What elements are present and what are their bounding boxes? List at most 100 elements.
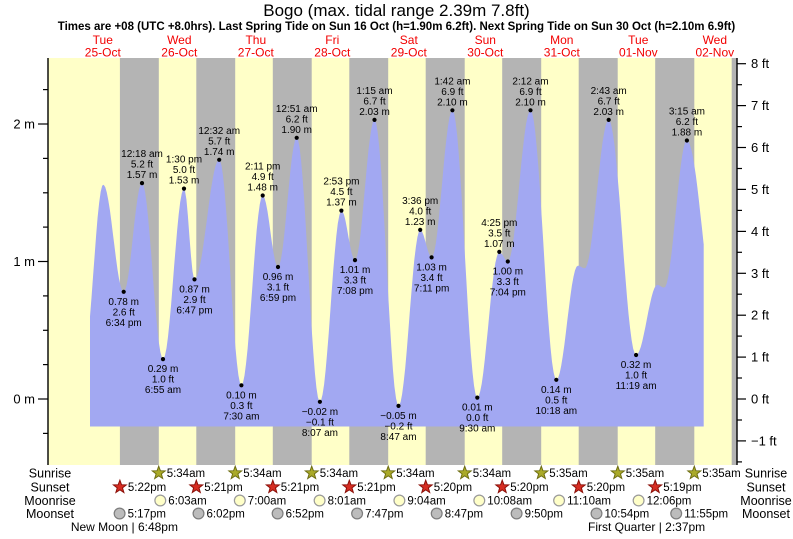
sunrise-star-icon (456, 464, 473, 480)
moonset-time: 5:17pm (128, 509, 166, 521)
tide-annotation-line: −0.1 ft (306, 417, 334, 428)
tide-annotation-line: 0.5 ft (545, 395, 567, 406)
right-axis: 8 ft 7 ft 6 ft 5 ft 4 ft 3 ft 2 ft 1 ft 0 ft −1 f… (736, 56, 777, 465)
tide-extreme-dot (684, 138, 690, 143)
sunrise-time: 5:35am (702, 468, 740, 480)
tide-annotation-line: 6:34 pm (106, 318, 142, 329)
tide-annotation-line: 1.53 m (169, 176, 200, 187)
tide-curve-area (90, 110, 704, 427)
sunset-time: 5:21pm (281, 482, 319, 494)
sunrise-time: 5:34am (396, 468, 434, 480)
day-date-label: 02-Nov (695, 46, 734, 60)
moonrise-time: 8:01am (328, 496, 366, 508)
sunset-time: 5:22pm (128, 482, 166, 494)
tide-annotation-line: 1.07 m (484, 239, 515, 250)
tide-annotation-line: 2:12 am (512, 76, 548, 87)
moonset-circle-icon (351, 507, 364, 520)
tide-annotation-line: 6.9 ft (441, 87, 463, 98)
sunrise-star-icon (380, 464, 397, 480)
day-date-label: 26-Oct (161, 46, 198, 60)
tide-annotation-line: 0.01 m (462, 403, 493, 414)
tide-low-annotation: 0.87 m2.9 ft6:47 pm (176, 277, 213, 316)
tide-annotation-line: 6:59 pm (260, 293, 296, 304)
moonrise-time: 12:06pm (647, 496, 692, 508)
tide-extreme-dot (352, 258, 358, 263)
tide-annotation-line: 2.10 m (515, 97, 546, 108)
tide-annotation-line: 12:18 am (121, 149, 163, 160)
tide-extreme-dot (339, 208, 344, 213)
tide-annotation-line: 0.87 m (179, 284, 210, 295)
tide-annotation-line: 1.88 m (672, 128, 703, 139)
sunrise-star-icon (686, 464, 703, 480)
sunrise-star-icon (227, 464, 244, 480)
tide-high-annotation: 1:15 am6.7 ft2.03 m (356, 86, 393, 122)
tide-low-annotation: 1.03 m3.4 ft7:11 pm (414, 255, 449, 294)
tide-annotation-line: 11:19 am (616, 381, 657, 392)
moonrise-circle-icon (154, 494, 167, 507)
sunrise-event: 5:34am (456, 464, 511, 480)
astro-row-label-right-sunset: Sunset (747, 481, 786, 495)
day-date-label: 31-Oct (544, 46, 581, 60)
tide-annotation-line: 2.03 m (593, 107, 624, 118)
sunrise-star-icon (533, 464, 550, 480)
sunrise-event: 5:35am (533, 464, 588, 480)
sunrise-time: 5:35am (626, 468, 664, 480)
moonrise-time: 7:00am (248, 496, 286, 508)
moonrise-event: 6:03am (154, 494, 207, 508)
tide-extreme-dot (121, 289, 126, 294)
left-axis-label: 1 m (13, 254, 35, 269)
sunset-star-icon (647, 478, 664, 494)
tide-annotation-line: 7:04 pm (490, 288, 526, 299)
right-axis-label: 5 ft (751, 182, 769, 197)
tide-annotation-line: 2:11 pm (245, 162, 280, 173)
tide-annotation-line: 3.3 ft (344, 276, 366, 287)
day-name-label: Mon (550, 33, 573, 47)
tide-annotation-line: 0.78 m (108, 297, 139, 308)
left-axis: 2 m 1 m 0 m (13, 58, 49, 465)
tide-extreme-dot (372, 117, 377, 122)
tide-annotation-line: 0.10 m (226, 390, 257, 401)
tide-extreme-dot (275, 264, 281, 270)
moonset-event: 7:47pm (351, 507, 403, 521)
tide-annotation-line: 1.48 m (247, 183, 278, 194)
tide-annotation-line: 1.37 m (326, 198, 357, 209)
tide-annotation-line: 4:25 pm (481, 218, 517, 229)
tide-annotation-line: 1.74 m (204, 147, 235, 158)
spring-tide-subtitle: Times are +08 (UTC +8.0hrs). Last Spring… (57, 21, 736, 33)
day-name-label: Thu (245, 33, 266, 47)
sunset-time: 5:21pm (204, 482, 242, 494)
tide-annotation-line: 0.29 m (148, 364, 179, 375)
sunset-time: 5:20pm (434, 482, 472, 494)
right-axis-label: −1 ft (751, 433, 777, 448)
moonrise-circle-icon (553, 494, 566, 507)
sunrise-time: 5:34am (243, 468, 281, 480)
tide-high-annotation: 2:11 pm4.9 ft1.48 m (245, 162, 280, 198)
astro-row-label-left-moonset: Moonset (26, 507, 74, 521)
moonrise-time: 9:04am (407, 496, 445, 508)
day-name-label: Sat (400, 33, 419, 47)
moonset-event: 11:55pm (670, 507, 728, 521)
moonset-event: 6:52pm (271, 507, 324, 521)
tide-low-annotation: −0.05 m−0.2 ft8:47 am (380, 403, 417, 443)
tide-annotation-line: 2.6 ft (113, 307, 135, 318)
tide-annotation-line: 2.9 ft (183, 295, 205, 306)
tide-annotation-line: 4.5 ft (330, 187, 352, 198)
sunset-star-icon (570, 478, 587, 494)
tide-annotation-line: 0.0 ft (466, 413, 488, 424)
sunrise-event: 5:34am (303, 464, 358, 480)
tide-annotation-line: 2.10 m (437, 97, 468, 108)
sunset-time: 5:19pm (663, 482, 701, 494)
tide-annotation-line: 4.0 ft (409, 206, 431, 217)
moonset-event: 6:02pm (192, 507, 245, 521)
tide-annotation-line: 3:36 pm (402, 196, 438, 207)
tide-low-annotation: 0.10 m0.3 ft7:30 am (223, 383, 259, 422)
tide-annotation-line: −0.02 m (302, 407, 338, 418)
moonset-circle-icon (510, 507, 523, 520)
tide-annotation-line: 1.23 m (405, 217, 436, 228)
moonrise-time: 6:03am (168, 496, 206, 508)
sunrise-event: 5:35am (686, 464, 741, 480)
day-name-label: Fri (325, 33, 339, 47)
tide-annotation-line: 1.00 m (493, 267, 524, 278)
tide-annotation-line: 5.2 ft (131, 160, 153, 171)
